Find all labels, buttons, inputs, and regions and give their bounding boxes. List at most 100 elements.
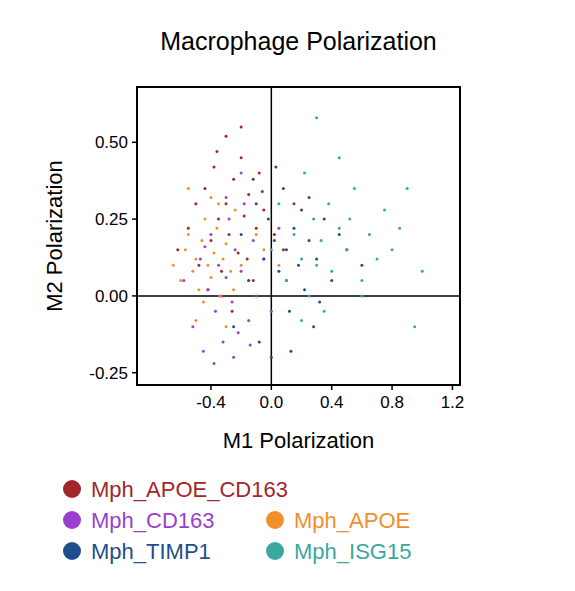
point: [345, 248, 348, 251]
points: [172, 116, 424, 365]
point: [187, 187, 190, 190]
point: [212, 165, 215, 168]
point: [312, 325, 315, 328]
y-tick-label: 0.50: [95, 133, 128, 152]
point: [247, 193, 250, 196]
point: [217, 202, 220, 205]
x-tick: [271, 385, 273, 390]
x-tick-label: 0.4: [320, 393, 344, 412]
point: [285, 279, 288, 282]
point: [258, 340, 261, 343]
point: [252, 178, 255, 181]
point: [413, 325, 416, 328]
point: [194, 319, 197, 322]
point: [406, 187, 409, 190]
legend-marker: [63, 511, 81, 529]
point: [220, 270, 223, 273]
x-tick: [210, 385, 212, 390]
point: [318, 301, 321, 304]
point: [308, 294, 311, 297]
point: [191, 270, 194, 273]
point: [292, 227, 295, 230]
point: [270, 310, 273, 313]
point: [315, 116, 318, 119]
point: [383, 208, 386, 211]
point: [303, 288, 306, 291]
legend-label: Mph_ISG15: [294, 539, 411, 564]
point: [262, 248, 265, 251]
x-tick: [452, 385, 454, 390]
point: [282, 187, 285, 190]
point: [209, 233, 212, 236]
point: [323, 218, 326, 221]
point: [229, 270, 232, 273]
point: [225, 325, 228, 328]
point: [203, 245, 206, 248]
point: [225, 242, 228, 245]
point: [315, 258, 318, 261]
point: [209, 239, 212, 242]
point: [375, 258, 378, 261]
x-tick-label: 1.2: [441, 393, 465, 412]
point: [232, 325, 235, 328]
point: [197, 288, 200, 291]
point: [247, 279, 250, 282]
legend: Mph_APOE_CD163Mph_CD163Mph_APOEMph_TIMP1…: [63, 477, 411, 564]
point: [398, 227, 401, 230]
x-tick-label: -0.4: [196, 393, 225, 412]
chart: Macrophage Polarization-0.40.00.40.81.2-…: [0, 0, 575, 591]
point: [202, 350, 205, 353]
point: [315, 264, 318, 267]
point: [197, 264, 200, 267]
point: [225, 196, 228, 199]
point: [273, 233, 276, 236]
point: [312, 218, 315, 221]
point: [368, 233, 371, 236]
point: [246, 258, 249, 261]
point: [187, 233, 190, 236]
origin-line-x: [271, 87, 273, 385]
point: [182, 279, 185, 282]
y-axis-label: M2 Polarization: [42, 160, 67, 312]
y-tick: [132, 295, 137, 297]
point: [288, 310, 291, 313]
point: [240, 156, 243, 159]
point: [282, 248, 285, 251]
point: [199, 258, 202, 261]
point: [247, 319, 250, 322]
point: [323, 310, 326, 313]
point: [292, 202, 295, 205]
point: [247, 279, 250, 282]
y-tick: [132, 142, 137, 144]
point: [255, 227, 258, 230]
point: [240, 125, 243, 128]
point: [243, 202, 246, 205]
point: [240, 264, 243, 267]
point: [330, 270, 333, 273]
point: [267, 218, 270, 221]
point: [300, 258, 303, 261]
legend-label: Mph_TIMP1: [91, 539, 211, 564]
point: [237, 251, 240, 254]
point: [234, 248, 237, 251]
point: [225, 135, 228, 138]
x-tick-label: 0.0: [260, 393, 284, 412]
point: [300, 208, 303, 211]
point: [209, 196, 212, 199]
point: [203, 218, 206, 221]
point: [231, 310, 234, 313]
point: [255, 233, 258, 236]
frame: [137, 87, 460, 385]
point: [215, 150, 218, 153]
point: [308, 239, 311, 242]
point: [270, 248, 273, 251]
point: [232, 356, 235, 359]
point: [297, 264, 300, 267]
point: [277, 270, 280, 273]
point: [255, 202, 258, 205]
point: [252, 239, 255, 242]
point: [194, 202, 197, 205]
point: [191, 325, 194, 328]
point: [360, 279, 363, 282]
point: [330, 279, 333, 282]
